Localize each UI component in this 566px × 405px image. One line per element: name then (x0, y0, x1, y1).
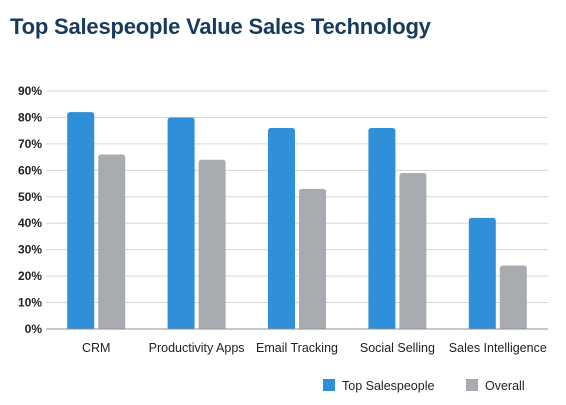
y-tick-label: 0% (25, 322, 43, 336)
bar-overall (399, 172, 427, 329)
y-tick-label: 20% (18, 269, 42, 283)
y-tick-label: 90% (18, 84, 42, 98)
y-tick-label: 70% (18, 137, 42, 151)
y-tick-label: 80% (18, 110, 42, 124)
x-category-label: CRM (82, 341, 110, 355)
gridlines (46, 90, 548, 330)
bar-top-salespeople (368, 128, 396, 329)
legend: Top Salespeople Overall (323, 379, 525, 393)
bar-overall (98, 154, 126, 329)
y-tick-label: 50% (18, 190, 42, 204)
bar-overall (299, 188, 326, 329)
legend-label: Overall (485, 379, 525, 393)
x-category-label: Email Tracking (256, 341, 338, 355)
bar-top-salespeople (167, 117, 195, 329)
x-category-label: Social Selling (360, 341, 435, 355)
bar-top-salespeople (268, 128, 295, 329)
bars (46, 112, 548, 330)
y-tick-label: 10% (18, 296, 42, 310)
x-axis-categories: CRM Productivity Apps Email Tracking Social… (82, 341, 547, 355)
y-tick-label: 30% (18, 243, 42, 257)
chart-title: Top Salespeople Value Sales Technology (10, 14, 431, 39)
bar-top-salespeople (468, 217, 496, 329)
x-category-label: Productivity Apps (149, 341, 245, 355)
bar-top-salespeople (67, 112, 95, 330)
y-tick-label: 40% (18, 216, 42, 230)
y-tick-label: 60% (18, 163, 42, 177)
y-axis-ticks: 0% 10% 20% 30% 40% 50% 60% 70% 80% 90% (18, 84, 42, 336)
bar-overall (499, 265, 527, 329)
legend-swatch (323, 379, 335, 391)
legend-swatch (466, 379, 478, 391)
bar-overall (198, 159, 226, 329)
x-category-label: Sales Intelligence (449, 341, 547, 355)
legend-label: Top Salespeople (342, 379, 434, 393)
